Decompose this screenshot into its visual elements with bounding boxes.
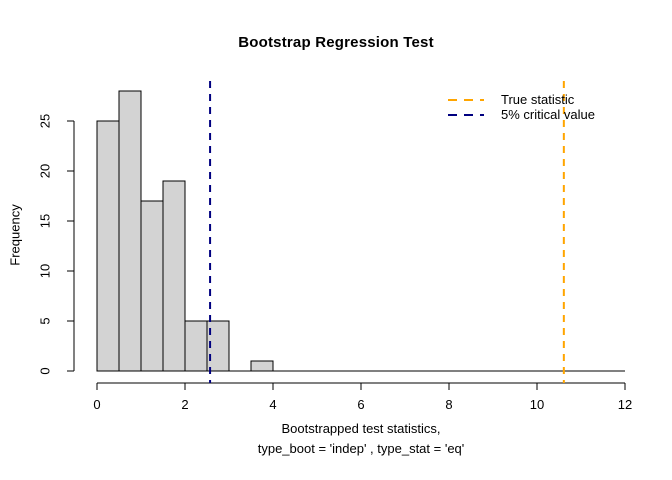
x-tick-label: 0 <box>93 397 100 412</box>
y-tick-label: 5 <box>38 317 53 324</box>
y-tick-label: 25 <box>38 114 53 128</box>
histogram-bar <box>96 120 120 372</box>
histogram-bar <box>162 180 186 372</box>
y-axis-label: Frequency <box>7 204 23 266</box>
legend-item: True statistic <box>448 92 595 107</box>
x-axis-label-line1: Bootstrapped test statistics, <box>281 421 441 436</box>
chart-title: Bootstrap Regression Test <box>238 34 434 51</box>
x-tick-label: 2 <box>181 397 188 412</box>
x-axis-label-line2: type_boot = 'indep' , type_stat = 'eq' <box>257 441 465 456</box>
y-tick-label: 15 <box>38 214 53 228</box>
x-tick-label: 10 <box>530 397 544 412</box>
x-tick-label: 12 <box>618 397 632 412</box>
x-tick-label: 8 <box>445 397 452 412</box>
histogram-bar <box>140 200 164 372</box>
legend: True statistic 5% critical value <box>448 92 595 122</box>
histogram-bar <box>250 360 274 372</box>
histogram-bar <box>184 320 208 372</box>
legend-label-true-statistic: True statistic <box>501 92 575 107</box>
legend-line-sample-true-statistic <box>448 98 484 101</box>
y-tick-label: 10 <box>38 264 53 278</box>
x-tick-label: 4 <box>269 397 276 412</box>
legend-item: 5% critical value <box>448 107 595 122</box>
histogram-bar <box>118 90 142 372</box>
x-tick-label: 6 <box>357 397 364 412</box>
legend-line-sample-critical-value <box>448 113 484 116</box>
y-tick-label: 0 <box>38 367 53 374</box>
y-tick-label: 20 <box>38 164 53 178</box>
legend-label-critical-value: 5% critical value <box>501 107 595 122</box>
